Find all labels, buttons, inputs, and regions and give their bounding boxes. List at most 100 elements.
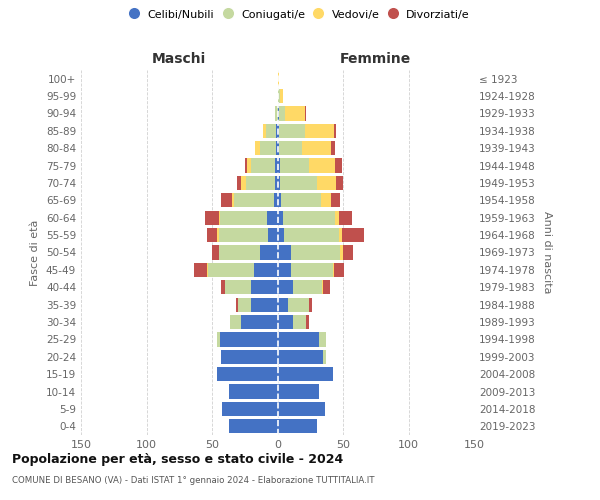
Bar	[277, 298, 288, 312]
Bar	[230, 315, 241, 329]
Bar	[218, 246, 260, 260]
Bar	[267, 210, 277, 225]
Bar	[337, 176, 343, 190]
Bar	[334, 124, 337, 138]
Bar	[251, 280, 277, 294]
Bar	[277, 367, 332, 382]
Bar	[218, 210, 220, 225]
Bar	[221, 280, 225, 294]
Bar	[232, 193, 234, 208]
Bar	[277, 332, 319, 346]
Bar	[263, 124, 266, 138]
Bar	[284, 228, 339, 242]
Bar	[275, 106, 277, 120]
Bar	[281, 193, 321, 208]
Bar	[217, 332, 220, 346]
Text: Maschi: Maschi	[152, 52, 206, 66]
Bar	[332, 263, 334, 277]
Bar	[277, 176, 280, 190]
Bar	[241, 176, 246, 190]
Bar	[275, 176, 277, 190]
Y-axis label: Anni di nascita: Anni di nascita	[542, 211, 552, 294]
Legend: Celibi/Nubili, Coniugati/e, Vedovi/e, Divorziati/e: Celibi/Nubili, Coniugati/e, Vedovi/e, Di…	[127, 6, 473, 23]
Bar	[221, 193, 232, 208]
Bar	[251, 158, 275, 172]
Bar	[277, 384, 319, 398]
Bar	[323, 280, 330, 294]
Bar	[339, 210, 352, 225]
Bar	[266, 124, 276, 138]
Bar	[223, 402, 277, 416]
Bar	[343, 246, 353, 260]
Bar	[212, 246, 218, 260]
Bar	[277, 89, 280, 103]
Y-axis label: Fasce di età: Fasce di età	[31, 220, 40, 286]
Bar	[241, 315, 277, 329]
Bar	[331, 193, 340, 208]
Bar	[280, 176, 317, 190]
Bar	[260, 141, 276, 156]
Bar	[309, 158, 335, 172]
Bar	[276, 141, 277, 156]
Bar	[277, 263, 290, 277]
Bar	[275, 158, 277, 172]
Bar	[277, 402, 325, 416]
Bar	[234, 193, 274, 208]
Bar	[279, 124, 305, 138]
Bar	[307, 315, 309, 329]
Bar	[340, 246, 343, 260]
Bar	[277, 228, 284, 242]
Bar	[277, 419, 317, 434]
Bar	[277, 72, 279, 86]
Text: COMUNE DI BESANO (VA) - Dati ISTAT 1° gennaio 2024 - Elaborazione TUTTITALIA.IT: COMUNE DI BESANO (VA) - Dati ISTAT 1° ge…	[12, 476, 374, 485]
Bar	[217, 367, 277, 382]
Bar	[274, 193, 277, 208]
Bar	[247, 158, 251, 172]
Bar	[323, 350, 326, 364]
Bar	[260, 246, 277, 260]
Bar	[221, 350, 277, 364]
Bar	[218, 228, 268, 242]
Bar	[277, 210, 283, 225]
Bar	[277, 141, 279, 156]
Text: Femmine: Femmine	[340, 52, 412, 66]
Bar	[319, 332, 326, 346]
Bar	[207, 228, 217, 242]
Bar	[321, 193, 331, 208]
Bar	[220, 332, 277, 346]
Bar	[238, 298, 251, 312]
Bar	[277, 246, 290, 260]
Bar	[236, 298, 238, 312]
Bar	[309, 298, 311, 312]
Bar	[286, 106, 305, 120]
Bar	[335, 158, 341, 172]
Bar	[277, 106, 279, 120]
Bar	[207, 263, 208, 277]
Bar	[276, 124, 277, 138]
Bar	[290, 263, 332, 277]
Bar	[280, 89, 283, 103]
Bar	[290, 246, 340, 260]
Bar	[283, 210, 335, 225]
Bar	[331, 141, 335, 156]
Bar	[293, 280, 322, 294]
Bar	[229, 419, 277, 434]
Bar	[225, 280, 251, 294]
Bar	[251, 298, 277, 312]
Bar	[237, 176, 241, 190]
Bar	[255, 141, 260, 156]
Bar	[277, 315, 293, 329]
Bar	[279, 106, 286, 120]
Bar	[341, 228, 364, 242]
Bar	[322, 280, 323, 294]
Bar	[246, 176, 275, 190]
Bar	[288, 298, 309, 312]
Bar	[279, 141, 302, 156]
Text: Popolazione per età, sesso e stato civile - 2024: Popolazione per età, sesso e stato civil…	[12, 452, 343, 466]
Bar	[254, 263, 277, 277]
Bar	[277, 158, 280, 172]
Bar	[229, 384, 277, 398]
Bar	[245, 158, 247, 172]
Bar	[277, 193, 281, 208]
Bar	[277, 350, 323, 364]
